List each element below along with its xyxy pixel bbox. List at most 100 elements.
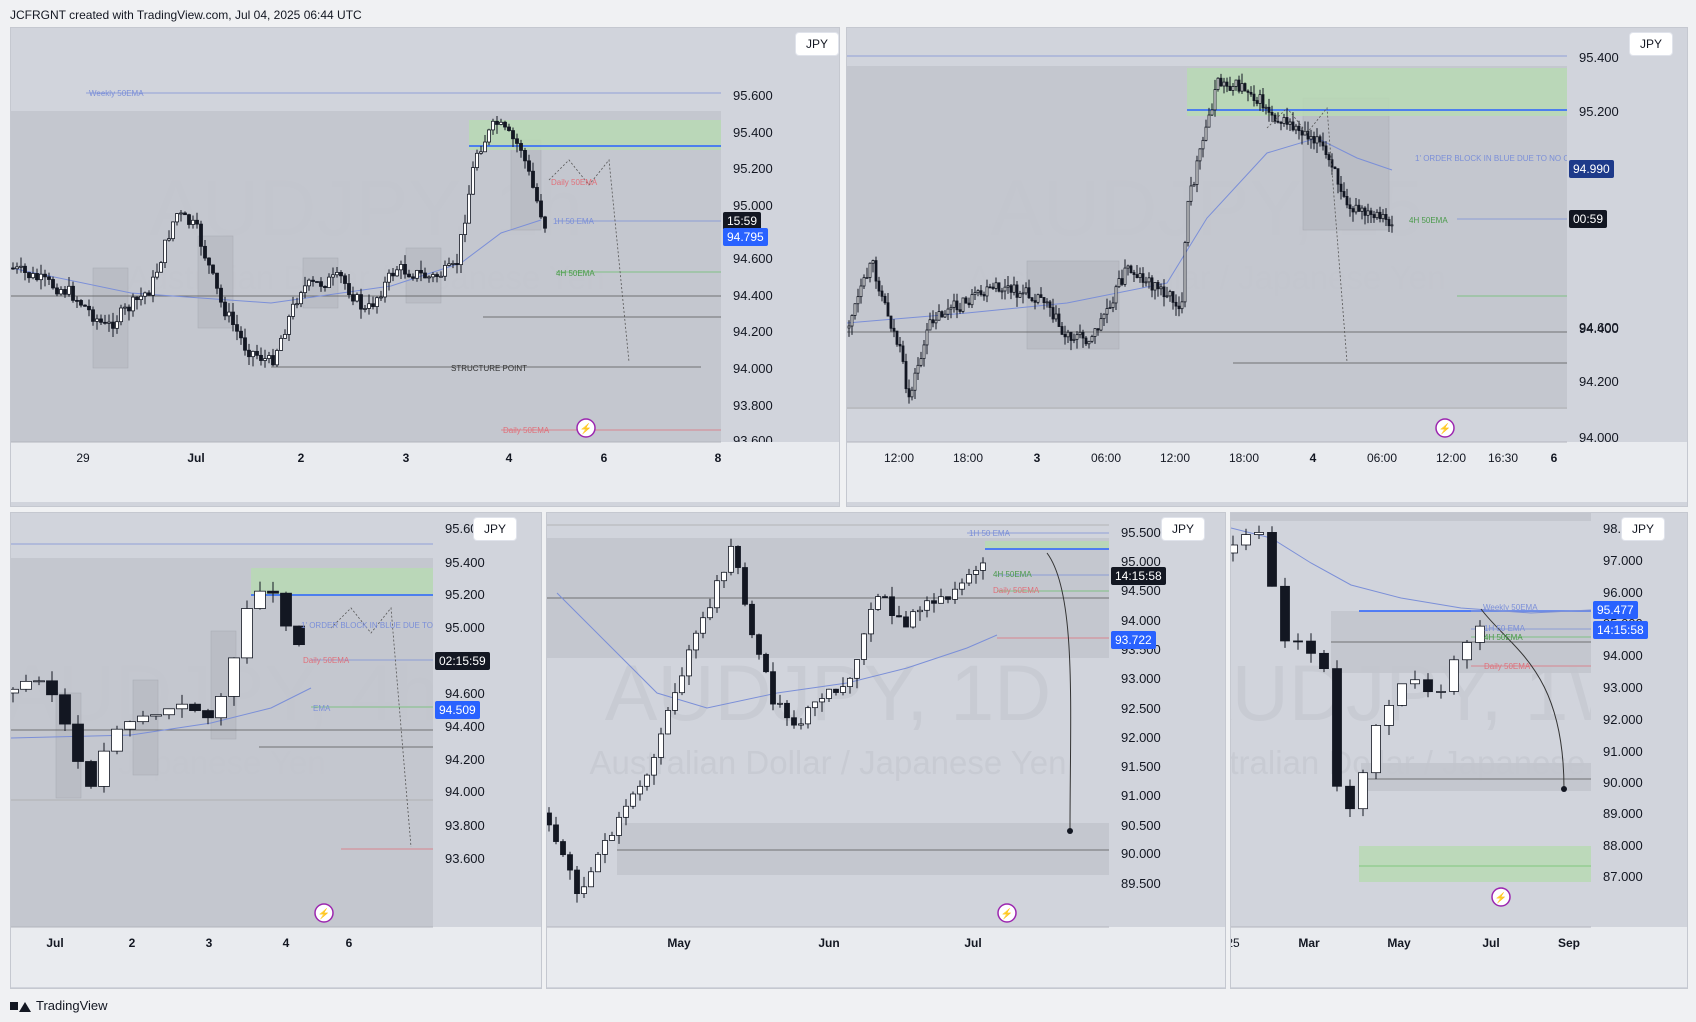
y-tick-label: 94.600 — [733, 251, 773, 266]
candle — [1126, 265, 1130, 269]
candle — [211, 264, 215, 274]
x-tick-label: 3 — [206, 936, 213, 950]
candle — [910, 389, 914, 398]
candle — [871, 260, 875, 264]
candle — [1318, 136, 1322, 143]
candle — [1280, 585, 1290, 642]
candle — [359, 294, 363, 310]
candle — [227, 311, 231, 317]
candle — [819, 698, 825, 703]
candle — [861, 633, 867, 660]
currency-label[interactable]: JPY — [1161, 517, 1206, 541]
y-tick-label: 95.200 — [733, 161, 773, 176]
y-tick-label: 95.400 — [733, 125, 773, 140]
chart-panel-1d[interactable]: AUDJPY, 1D Australian Dollar / Japanese Y… — [546, 512, 1226, 989]
candle — [1231, 544, 1238, 554]
candle — [435, 274, 439, 277]
candle — [1306, 130, 1310, 140]
candle — [23, 265, 27, 273]
y-tick-label: 95.000 — [445, 620, 485, 635]
consolidation-box — [1302, 97, 1390, 231]
currency-label[interactable]: JPY — [795, 32, 839, 56]
footer: TradingView — [10, 998, 108, 1013]
candle — [1345, 196, 1349, 206]
candle — [87, 305, 91, 311]
y-tick-label: 92.000 — [1121, 730, 1161, 745]
candle — [952, 588, 958, 600]
chart-panel-1h[interactable]: AUDJPY, 1hAustralian Dollar / Japanese Y… — [10, 27, 840, 507]
x-axis-bg — [547, 927, 1225, 987]
ema-line — [11, 219, 542, 304]
candle — [1171, 291, 1175, 303]
candle — [263, 358, 267, 361]
alert-icon: ⚡ — [1439, 422, 1451, 435]
currency-label[interactable]: JPY — [473, 517, 518, 541]
candle — [1462, 642, 1472, 661]
currency-label[interactable]: JPY — [1629, 32, 1674, 56]
y-tick-label: 92.000 — [1603, 712, 1643, 727]
candle — [1093, 328, 1097, 337]
candle — [499, 121, 503, 125]
candle — [199, 223, 203, 247]
y-axis-bg — [1591, 513, 1687, 987]
y-tick-label: 94.200 — [733, 324, 773, 339]
candle — [1048, 301, 1052, 308]
candle — [1336, 168, 1340, 185]
y-tick-label: 93.000 — [1603, 680, 1643, 695]
candle — [411, 276, 415, 279]
candle — [1102, 313, 1106, 320]
candle — [1293, 640, 1303, 643]
candle — [623, 805, 629, 818]
candle — [207, 257, 211, 266]
supply-zone — [469, 120, 721, 150]
candle — [1099, 318, 1103, 331]
annotation-label: 4H 50EMA — [1484, 633, 1523, 642]
candle — [1449, 659, 1459, 692]
y-tick-label: 90.000 — [1603, 775, 1643, 790]
candle — [11, 267, 15, 270]
price-label: 02:15:59 — [435, 652, 490, 670]
candle — [1261, 94, 1265, 109]
candle — [531, 170, 535, 188]
projection-path — [330, 606, 412, 848]
candle — [331, 274, 335, 278]
candle — [1066, 331, 1070, 338]
candle — [1241, 534, 1251, 546]
candle — [862, 277, 866, 287]
candle — [1114, 286, 1118, 304]
candle — [1000, 290, 1004, 293]
candle — [1051, 307, 1055, 320]
candle — [419, 270, 423, 274]
currency-label[interactable]: JPY — [1621, 517, 1666, 541]
candle — [363, 308, 367, 310]
tradingview-logo-icon — [10, 1000, 32, 1012]
price-label: 94.795 — [723, 228, 768, 246]
candle — [882, 596, 888, 598]
candle — [945, 596, 951, 600]
candle — [1195, 160, 1199, 185]
chart-panel-1w[interactable]: AUDJPY, 1WAustralian Dollar / Japanese Y… — [1230, 512, 1688, 989]
candle — [1332, 668, 1342, 787]
y-tick-label: 94.000 — [445, 784, 485, 799]
candle — [1159, 286, 1163, 290]
candle — [1371, 725, 1381, 774]
price-label: 95.477 — [1593, 601, 1638, 619]
x-tick-label: 2 — [129, 936, 136, 950]
candle — [907, 388, 911, 398]
candle — [367, 303, 371, 309]
price-label: 14:15:58 — [1111, 567, 1166, 585]
candle — [471, 167, 475, 195]
candle — [994, 282, 998, 289]
candle — [1072, 338, 1076, 341]
chart-panel-15m[interactable]: AUDJPY, 15Australian Dollar / Japanese Y… — [846, 27, 1688, 507]
candle — [1096, 328, 1100, 331]
y-tick-label: 94.600 — [1579, 320, 1619, 335]
candle — [293, 625, 305, 646]
x-tick-label: Mar — [1298, 936, 1320, 950]
candle — [1264, 106, 1268, 109]
candle — [1475, 625, 1485, 643]
x-tick-label: 12:00 — [884, 451, 914, 465]
x-tick-label: 06:00 — [1367, 451, 1397, 465]
candle — [98, 750, 110, 787]
